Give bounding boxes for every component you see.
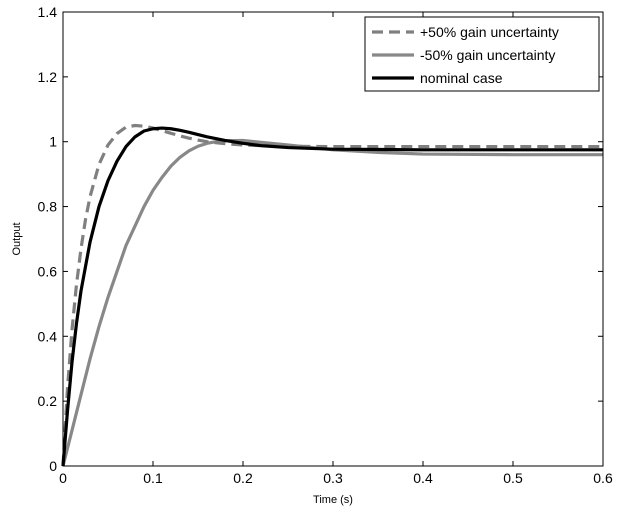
y-tick-label: 0 — [49, 458, 57, 474]
x-tick-label: 0.4 — [413, 470, 433, 486]
legend: +50% gain uncertainty -50% gain uncertai… — [364, 16, 600, 92]
x-tick-label: 0.6 — [593, 470, 613, 486]
y-tick-label: 0.4 — [38, 328, 58, 344]
y-tick-label: 0.2 — [38, 393, 58, 409]
y-tick-label: 1.2 — [38, 69, 58, 85]
series-layer — [61, 123, 603, 467]
x-tick-label: 0 — [59, 470, 67, 486]
legend-label-plus50: +50% gain uncertainty — [420, 24, 559, 40]
axis-ticks: 0 0.1 0.2 0.3 0.4 0.5 0.6 0 0.2 0.4 0.6 0.8 1 1.2 1.4 — [38, 4, 613, 486]
y-tick-label: 0.8 — [38, 199, 58, 215]
y-tick-label: 1.4 — [38, 4, 58, 20]
legend-label-minus50: -50% gain uncertainty — [420, 47, 555, 63]
legend-label-nominal: nominal case — [420, 70, 503, 86]
series-nominal-line — [61, 126, 603, 467]
x-tick-label: 0.3 — [323, 470, 343, 486]
x-tick-label: 0.5 — [503, 470, 523, 486]
y-axis-label: Output — [11, 222, 23, 255]
y-tick-label: 0.6 — [38, 263, 58, 279]
x-axis-label: Time (s) — [313, 494, 353, 506]
y-tick-label: 1 — [49, 134, 57, 150]
x-tick-label: 0.1 — [143, 470, 163, 486]
x-tick-label: 0.2 — [233, 470, 253, 486]
